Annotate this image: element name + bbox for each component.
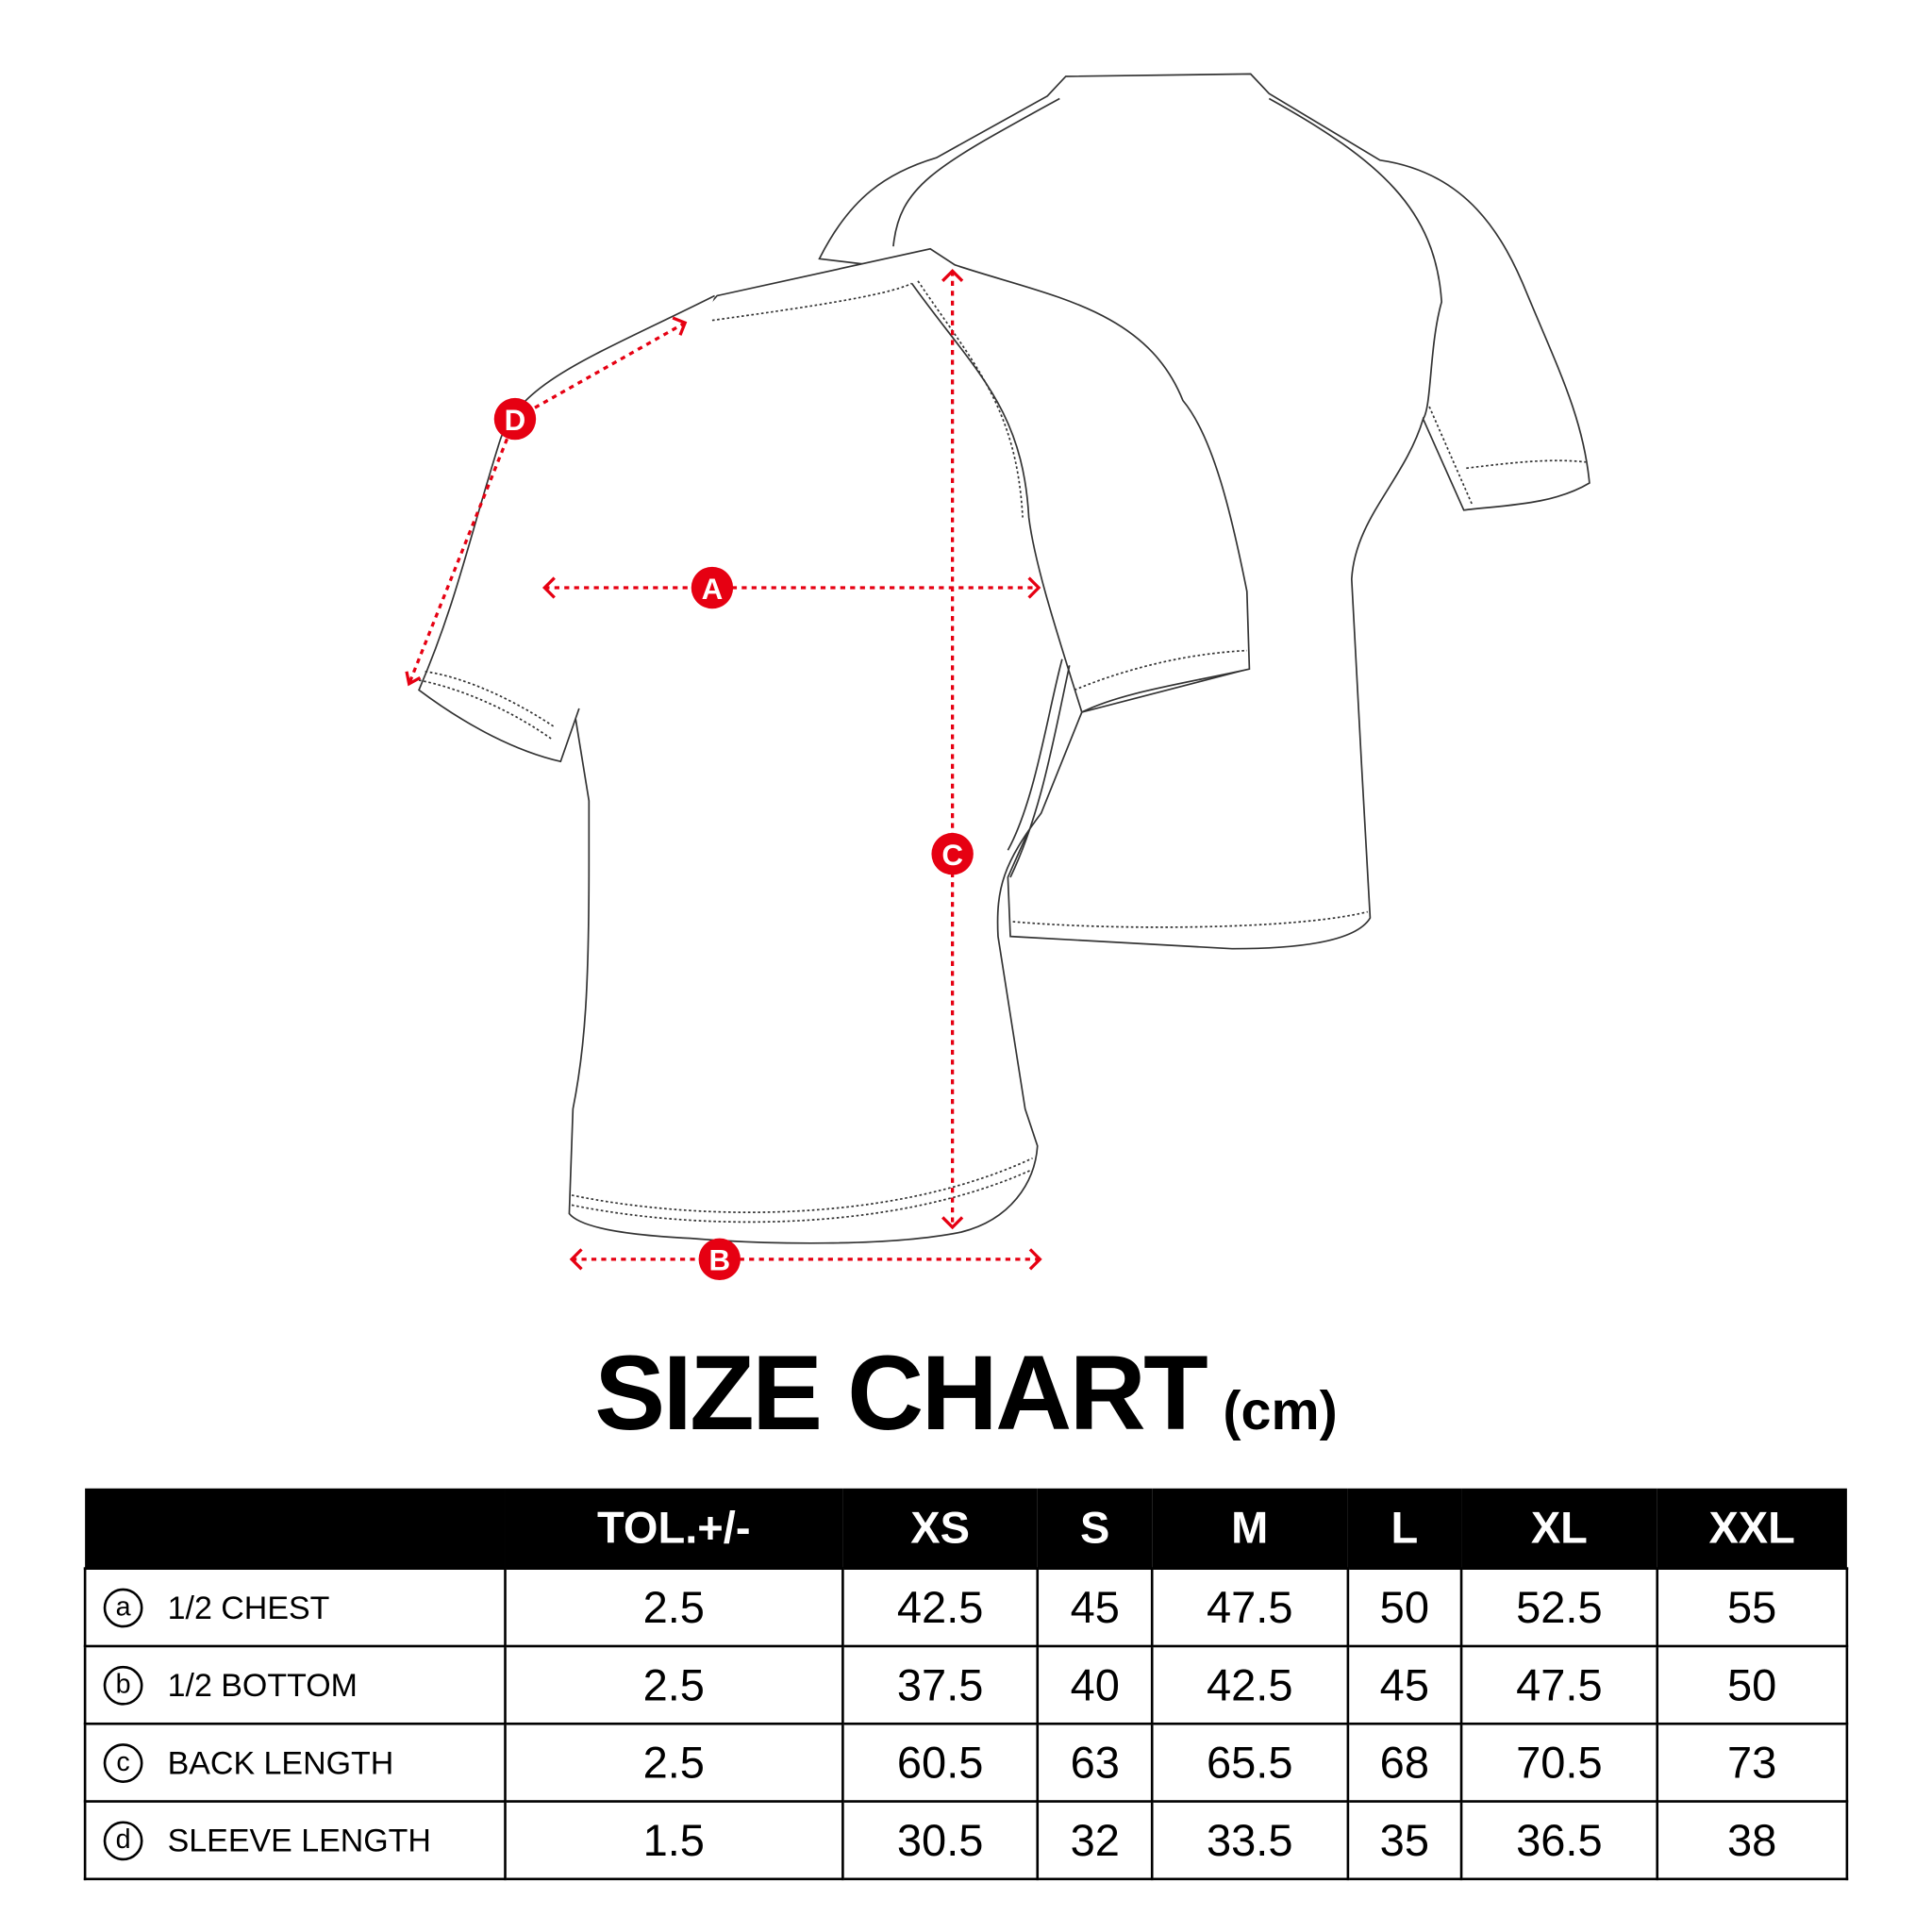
value-cell: 50 [1346,1567,1463,1648]
value-cell: 2.5 [504,1722,844,1803]
column-header: XL [1461,1488,1657,1569]
column-header: XXL [1657,1488,1847,1569]
value-cell: 65.5 [1150,1722,1349,1803]
value-cell: 36.5 [1459,1800,1658,1881]
value-cell: 73 [1656,1722,1849,1803]
value-cell: 70.5 [1459,1722,1658,1803]
row-label-cell: b 1/2 BOTTOM [83,1644,507,1725]
column-header: TOL.+/- [505,1488,843,1569]
table-header-row: TOL.+/- XS S M L XL XXL [85,1488,1847,1569]
marker-c: C [931,832,974,875]
table-row: a 1/2 CHEST 2.5 42.5 45 47.5 50 52.5 55 [83,1567,1849,1648]
page-title: SIZE CHART (cm) [0,1333,1932,1455]
column-header: S [1038,1488,1153,1569]
svg-text:D: D [505,404,526,437]
marker-a: A [691,566,734,609]
column-header: M [1152,1488,1348,1569]
row-label-cell: a 1/2 CHEST [83,1567,507,1648]
circled-letter-icon: c [103,1743,143,1784]
table-row: c BACK LENGTH 2.5 60.5 63 65.5 68 70.5 73 [83,1722,1849,1803]
value-cell: 1.5 [504,1800,844,1881]
value-cell: 40 [1036,1644,1154,1725]
table-row: d SLEEVE LENGTH 1.5 30.5 32 33.5 35 36.5 38 [83,1800,1849,1881]
svg-text:B: B [708,1244,730,1277]
value-cell: 60.5 [841,1722,1040,1803]
row-label: 1/2 CHEST [167,1589,330,1626]
value-cell: 47.5 [1459,1644,1658,1725]
title-main: SIZE CHART [594,1334,1208,1453]
value-cell: 52.5 [1459,1567,1658,1648]
shirt-illustration: A B C D [405,73,1591,1281]
value-cell: 45 [1036,1567,1154,1648]
circled-letter-icon: b [103,1665,143,1706]
value-cell: 35 [1346,1800,1463,1881]
value-cell: 47.5 [1150,1567,1349,1648]
marker-b: B [698,1238,741,1281]
row-label: SLEEVE LENGTH [167,1822,431,1859]
value-cell: 32 [1036,1800,1154,1881]
value-cell: 45 [1346,1644,1463,1725]
table-row: b 1/2 BOTTOM 2.5 37.5 40 42.5 45 47.5 50 [83,1644,1849,1725]
value-cell: 63 [1036,1722,1154,1803]
value-cell: 42.5 [1150,1644,1349,1725]
value-cell: 30.5 [841,1800,1040,1881]
header-blank [85,1488,506,1569]
svg-text:C: C [941,839,963,872]
value-cell: 37.5 [841,1644,1040,1725]
value-cell: 2.5 [504,1644,844,1725]
value-cell: 55 [1656,1567,1849,1648]
column-header: L [1347,1488,1462,1569]
measure-d-line [408,321,687,685]
value-cell: 2.5 [504,1567,844,1648]
circled-letter-icon: a [103,1588,143,1628]
marker-d: D [493,397,537,441]
row-label: 1/2 BOTTOM [167,1666,358,1704]
svg-text:A: A [702,573,724,606]
value-cell: 33.5 [1150,1800,1349,1881]
row-label-cell: c BACK LENGTH [83,1722,507,1803]
circled-letter-icon: d [103,1821,143,1861]
row-label-cell: d SLEEVE LENGTH [83,1800,507,1881]
value-cell: 38 [1656,1800,1849,1881]
value-cell: 42.5 [841,1567,1040,1648]
value-cell: 68 [1346,1722,1463,1803]
size-table: TOL.+/- XS S M L XL XXL a 1/2 CHEST 2.5 42.5 45 47.… [83,1488,1849,1881]
row-label: BACK LENGTH [167,1743,394,1782]
column-header: XS [842,1488,1039,1569]
title-unit: (cm) [1223,1381,1338,1442]
value-cell: 50 [1656,1644,1849,1725]
